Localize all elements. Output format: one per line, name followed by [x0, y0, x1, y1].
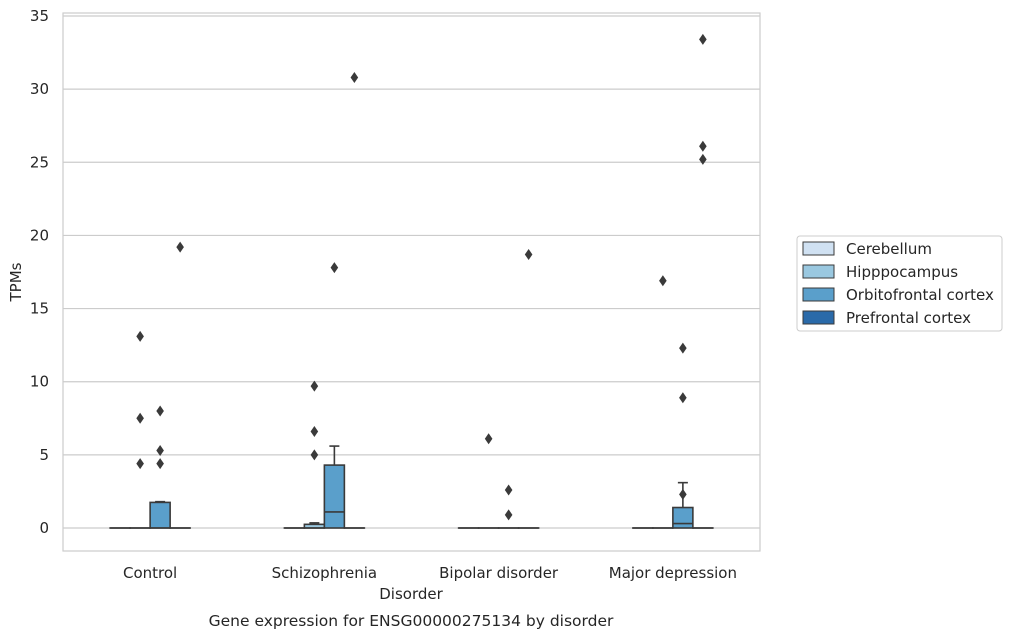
outliers	[136, 34, 706, 520]
gridlines	[63, 16, 760, 528]
outlier-point	[351, 72, 359, 83]
box-body	[150, 502, 170, 528]
outlier-point	[136, 458, 144, 469]
x-tick-labels: Control Schizophrenia Bipolar disorder Majo…	[123, 564, 737, 582]
outlier-point	[699, 34, 707, 45]
outlier-point	[679, 392, 687, 403]
legend-swatch	[803, 288, 834, 301]
y-tick-label: 15	[30, 300, 49, 318]
y-tick-label: 0	[39, 519, 49, 537]
legend-label: Cerebellum	[846, 240, 932, 258]
outlier-point	[136, 331, 144, 342]
outlier-point	[136, 413, 144, 424]
boxes	[110, 446, 713, 528]
legend: Cerebellum Hipppocampus Orbitofrontal cort…	[797, 236, 1002, 331]
box-schizophrenia-orbitofrontal-cortex	[324, 446, 344, 528]
legend-label: Hipppocampus	[846, 263, 958, 281]
box-body	[324, 465, 344, 528]
x-axis-label: Disorder	[379, 585, 443, 603]
y-tick-label: 35	[30, 7, 49, 25]
outlier-point	[699, 154, 707, 165]
x-tick-label: Bipolar disorder	[439, 564, 559, 582]
box-control-orbitofrontal-cortex	[150, 502, 170, 528]
chart-caption: Gene expression for ENSG00000275134 by d…	[209, 612, 614, 630]
y-tick-label: 30	[30, 80, 49, 98]
y-tick-label: 25	[30, 153, 49, 171]
y-tick-label: 10	[30, 373, 49, 391]
outlier-point	[679, 343, 687, 354]
outlier-point	[659, 275, 667, 286]
legend-swatch	[803, 311, 834, 324]
outlier-point	[156, 458, 164, 469]
box-schizophrenia-hipppocampus	[304, 523, 324, 528]
x-tick-label: Schizophrenia	[272, 564, 377, 582]
plot-frame	[63, 13, 760, 551]
outlier-point	[331, 262, 339, 273]
legend-label: Orbitofrontal cortex	[846, 286, 994, 304]
outlier-point	[485, 433, 493, 444]
outlier-point	[679, 489, 687, 500]
outlier-point	[699, 141, 707, 152]
outlier-point	[505, 509, 513, 520]
outlier-point	[176, 242, 184, 253]
x-tick-label: Control	[123, 564, 177, 582]
y-tick-label: 5	[39, 446, 49, 464]
outlier-point	[525, 249, 533, 260]
box-body	[673, 508, 693, 528]
legend-swatch	[803, 242, 834, 255]
legend-label: Prefrontal cortex	[846, 309, 971, 327]
legend-swatch	[803, 265, 834, 278]
y-tick-label: 20	[30, 226, 49, 244]
x-tick-label: Major depression	[609, 564, 737, 582]
y-tick-labels: 0 5 10 15 20 25 30 35	[30, 7, 49, 537]
outlier-point	[505, 484, 513, 495]
outlier-point	[311, 426, 319, 437]
outlier-point	[311, 449, 319, 460]
y-axis-label: TPMs	[7, 262, 25, 302]
outlier-point	[156, 405, 164, 416]
